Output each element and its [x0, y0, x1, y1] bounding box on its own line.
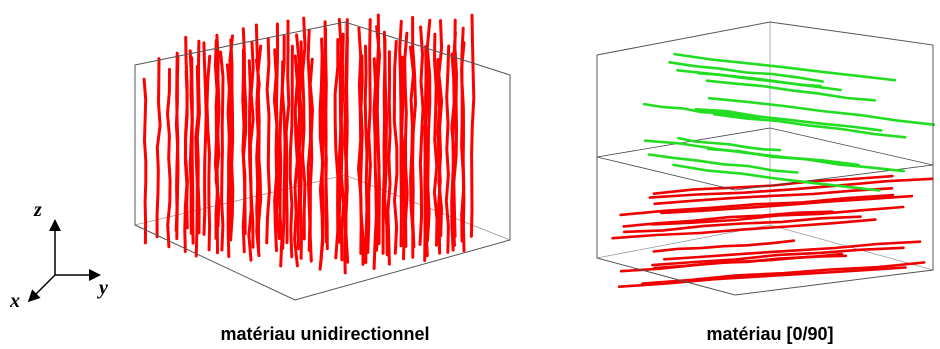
fiber: [248, 41, 255, 249]
fiber: [372, 57, 378, 270]
fiber: [662, 240, 922, 261]
fiber: [705, 79, 877, 102]
fiber: [202, 41, 208, 236]
fiber: [619, 254, 848, 273]
fiber: [622, 215, 862, 234]
axis-glyph: z y x: [9, 199, 108, 312]
fibers: [142, 13, 476, 275]
fiber: [642, 102, 761, 121]
fiber: [469, 13, 476, 238]
fiber: [611, 218, 877, 240]
fiber: [403, 31, 409, 248]
fiber: [418, 25, 425, 246]
fiber: [697, 72, 822, 88]
plot-cross-ply: [596, 21, 936, 296]
fiber: [274, 22, 281, 240]
fiber: [356, 26, 363, 255]
x-label: x: [9, 290, 20, 312]
fiber: [392, 39, 399, 255]
fiber: [284, 19, 291, 245]
plot-unidirectional: [134, 13, 511, 301]
fiber: [452, 18, 459, 238]
fiber: [668, 60, 825, 83]
fiber: [437, 19, 444, 238]
fiber: [706, 147, 906, 173]
z-label: z: [33, 199, 42, 221]
fiber: [363, 44, 369, 264]
fiber: [183, 35, 189, 230]
fiber: [188, 49, 194, 235]
fiber: [195, 39, 201, 235]
fiber: [319, 37, 325, 266]
fiber: [425, 18, 432, 243]
fiber: [386, 50, 392, 266]
fiber: [174, 51, 180, 233]
y-label: y: [97, 277, 108, 299]
fiber: [651, 246, 905, 267]
fiber: [205, 54, 212, 252]
caption: matériau [0/90]: [706, 324, 833, 344]
fiber: [306, 28, 313, 252]
fiber: [344, 18, 349, 245]
fiber: [659, 194, 914, 215]
fiber: [436, 58, 442, 255]
fiber: [647, 153, 799, 174]
fiber: [641, 261, 926, 285]
fiber: [652, 239, 796, 253]
fiber: [707, 96, 936, 126]
fibers-0: [611, 174, 934, 289]
fiber: [619, 193, 895, 217]
fiber: [375, 13, 381, 245]
fiber: [339, 32, 346, 262]
fiber: [280, 34, 287, 250]
fiber: [411, 15, 418, 249]
caption: matériau unidirectionnel: [220, 324, 429, 344]
fiber: [460, 26, 466, 243]
fiber: [155, 57, 162, 239]
fiber: [677, 136, 782, 152]
fiber: [219, 50, 225, 252]
fiber: [142, 77, 148, 245]
fiber: [382, 30, 389, 257]
fiber: [254, 23, 261, 237]
fiber: [712, 112, 907, 139]
fiber: [398, 19, 403, 248]
fiber: [213, 38, 220, 240]
fiber: [300, 16, 307, 241]
fiber: [333, 38, 340, 260]
fiber: [444, 44, 451, 254]
fiber: [653, 187, 894, 206]
fiber: [337, 17, 343, 244]
fiber: [295, 33, 302, 251]
fibers-90: [642, 52, 936, 192]
fiber: [288, 44, 294, 259]
fiber: [648, 177, 934, 199]
fiber: [673, 52, 897, 82]
fiber: [228, 34, 234, 239]
fiber: [322, 20, 328, 244]
fiber: [617, 266, 907, 289]
fiber: [265, 37, 271, 245]
fiber: [241, 27, 248, 236]
fiber: [214, 33, 221, 228]
fiber: [432, 32, 439, 247]
fiber: [694, 108, 883, 132]
fiber: [366, 18, 372, 254]
fiber: [165, 67, 172, 249]
fiber: [622, 210, 834, 228]
fiber: [672, 163, 881, 192]
